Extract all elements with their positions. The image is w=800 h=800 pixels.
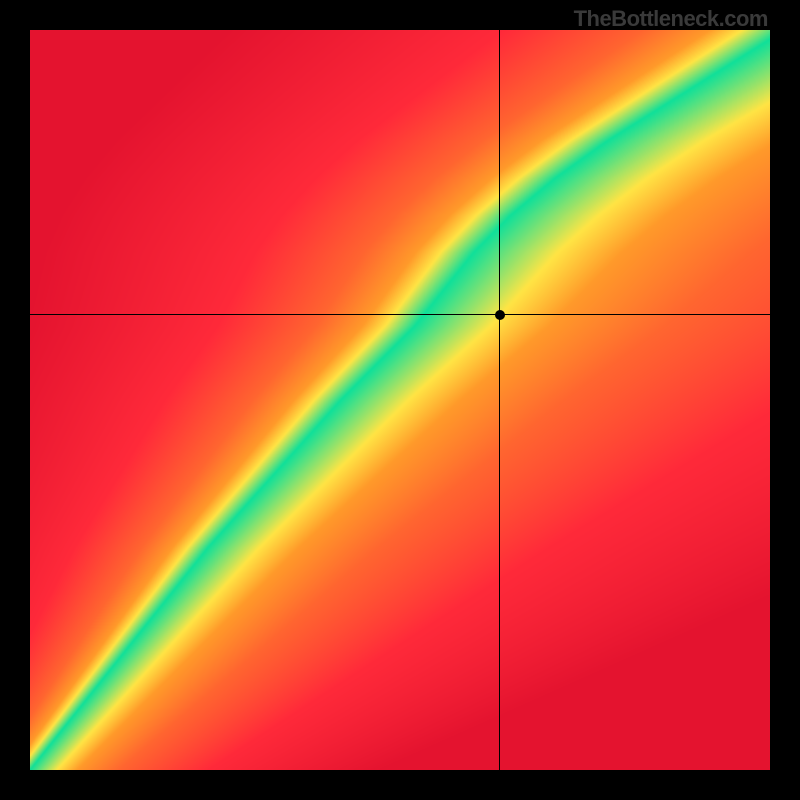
watermark-text: TheBottleneck.com — [574, 6, 768, 32]
bottleneck-heatmap — [30, 30, 770, 770]
crosshair-marker — [495, 310, 505, 320]
crosshair-vertical — [499, 30, 500, 770]
crosshair-horizontal — [30, 314, 770, 315]
chart-container: TheBottleneck.com — [0, 0, 800, 800]
